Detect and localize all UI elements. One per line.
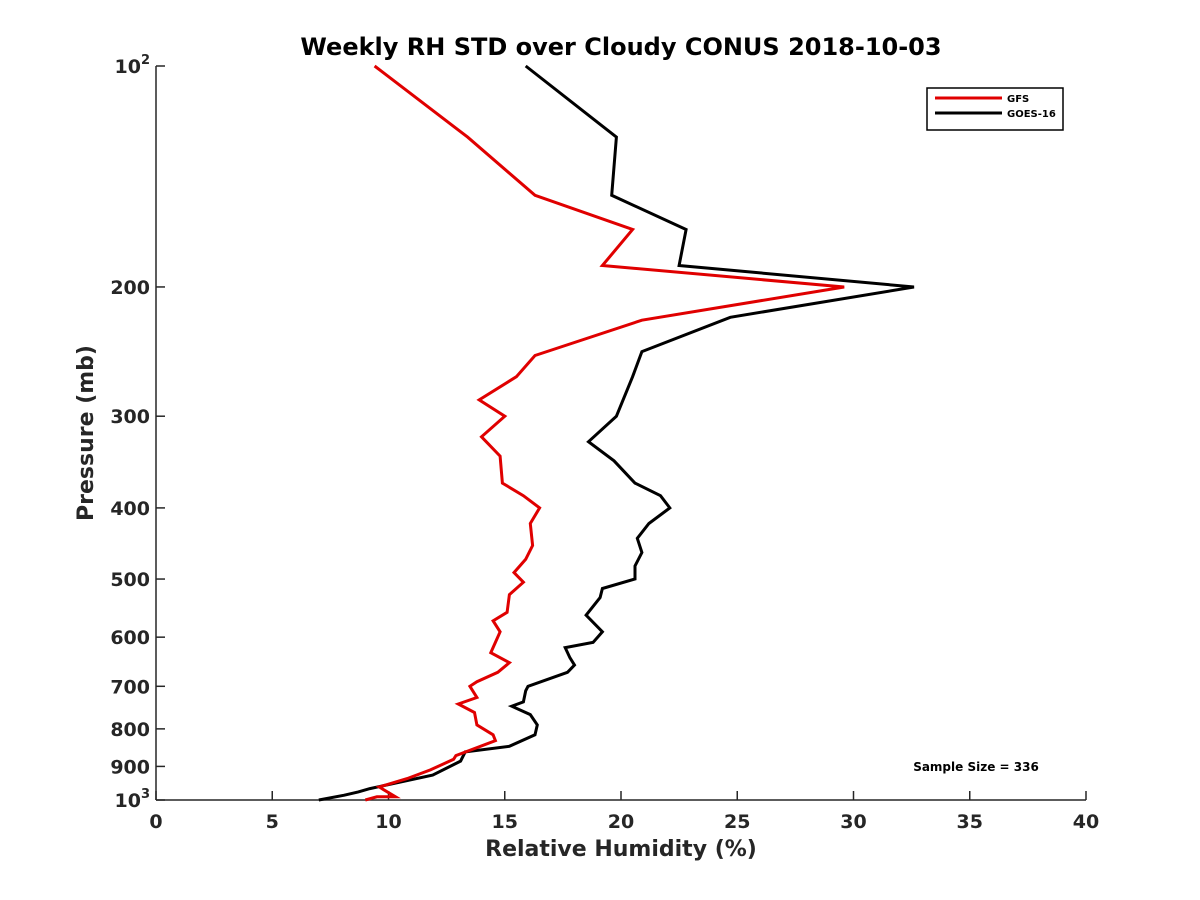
legend-box	[926, 87, 1064, 131]
x-tick-label: 0	[149, 811, 162, 833]
y-tick-label: 102	[115, 53, 151, 78]
series-layer	[318, 64, 915, 802]
axes: 0 5 10 15 20 25 30 35 40 102 200 300 400 500 600 700 800…	[110, 53, 1099, 833]
x-tick-label: 40	[1073, 811, 1099, 833]
y-tick-label: 400	[110, 498, 150, 520]
sample-size-annotation: Sample Size = 336	[913, 760, 1039, 774]
x-tick-label: 35	[957, 811, 983, 833]
x-axis-label: Relative Humidity (%)	[485, 837, 757, 862]
series-line-goes-16	[318, 64, 915, 802]
x-tick-label: 30	[840, 811, 866, 833]
y-tick-label: 700	[110, 676, 150, 698]
chart-title: Weekly RH STD over Cloudy CONUS 2018-10-…	[300, 33, 941, 61]
y-tick-label: 800	[110, 719, 150, 741]
y-tick-label: 300	[110, 406, 150, 428]
y-tick-label: 500	[110, 569, 150, 591]
y-tick-label: 103	[115, 787, 151, 812]
x-tick-label: 15	[492, 811, 518, 833]
x-tick-label: 10	[375, 811, 401, 833]
x-tick-label: 5	[266, 811, 279, 833]
series-line-gfs	[364, 64, 845, 802]
y-tick-label: 900	[110, 756, 150, 778]
y-axis-label: Pressure (mb)	[74, 345, 99, 521]
y-tick-label: 600	[110, 627, 150, 649]
legend-label: GOES-16	[1007, 109, 1056, 120]
legend: GFS GOES-16	[926, 87, 1064, 131]
x-tick-label: 25	[724, 811, 750, 833]
legend-label: GFS	[1007, 94, 1029, 105]
x-tick-label: 20	[608, 811, 634, 833]
y-tick-label: 200	[110, 277, 150, 299]
